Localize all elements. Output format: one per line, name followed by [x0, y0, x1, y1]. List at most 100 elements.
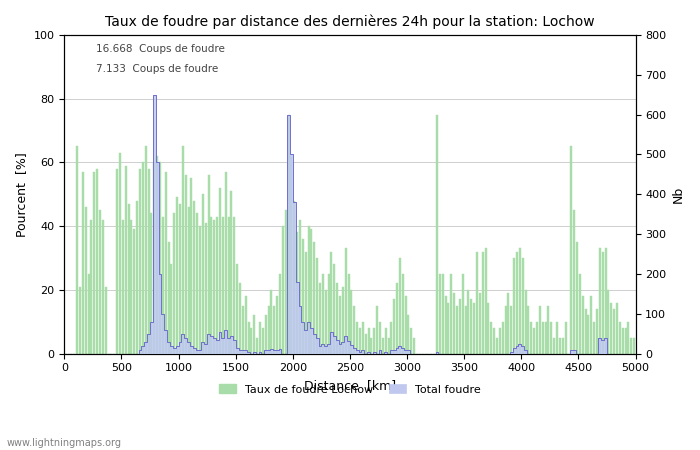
Bar — [328, 274, 330, 354]
Bar — [153, 162, 155, 354]
Bar — [613, 309, 615, 354]
Bar — [473, 302, 475, 354]
Bar — [399, 258, 401, 354]
Bar — [502, 322, 504, 354]
Bar — [207, 175, 209, 354]
Bar — [413, 338, 415, 354]
Bar — [164, 172, 167, 354]
Bar — [93, 172, 95, 354]
Bar — [496, 338, 498, 354]
Bar — [179, 204, 181, 354]
Bar — [330, 252, 332, 354]
Bar — [482, 252, 484, 354]
Bar — [584, 309, 587, 354]
Bar — [436, 115, 438, 354]
Bar — [196, 213, 198, 354]
Bar — [333, 264, 335, 354]
Bar — [462, 274, 464, 354]
Bar — [388, 338, 389, 354]
Bar — [370, 338, 372, 354]
Bar — [359, 328, 361, 354]
Bar — [362, 322, 364, 354]
Bar — [396, 284, 398, 354]
Bar — [444, 296, 447, 354]
Bar — [88, 274, 90, 354]
Bar — [634, 338, 635, 354]
Bar — [193, 201, 195, 354]
Bar — [582, 296, 584, 354]
Bar — [313, 242, 315, 354]
Bar — [199, 226, 201, 354]
Bar — [470, 299, 473, 354]
Bar — [450, 274, 452, 354]
Bar — [610, 302, 612, 354]
Bar — [76, 146, 78, 354]
Bar — [622, 328, 624, 354]
Bar — [407, 315, 410, 354]
Bar — [310, 230, 312, 354]
Bar — [188, 207, 190, 354]
Bar — [531, 322, 532, 354]
Bar — [342, 287, 344, 354]
Bar — [182, 146, 184, 354]
Bar — [539, 306, 541, 354]
Bar — [265, 315, 267, 354]
Bar — [102, 220, 104, 354]
X-axis label: Distance  [km]: Distance [km] — [304, 379, 396, 392]
Bar — [505, 306, 507, 354]
Bar — [267, 306, 270, 354]
Bar — [545, 322, 547, 354]
Bar — [365, 334, 367, 354]
Bar — [296, 233, 298, 354]
Bar — [216, 216, 218, 354]
Bar — [376, 306, 378, 354]
Bar — [139, 169, 141, 354]
Bar — [290, 156, 293, 354]
Bar — [170, 264, 172, 354]
Bar — [239, 284, 241, 354]
Bar — [593, 322, 595, 354]
Bar — [579, 274, 581, 354]
Bar — [354, 306, 355, 354]
Bar — [344, 248, 346, 354]
Bar — [256, 338, 258, 354]
Bar — [391, 322, 393, 354]
Bar — [559, 338, 561, 354]
Bar — [259, 322, 261, 354]
Bar — [556, 322, 558, 354]
Bar — [339, 296, 341, 354]
Title: Taux de foudre par distance des dernières 24h pour la station: Lochow: Taux de foudre par distance des dernière… — [105, 15, 595, 30]
Bar — [596, 309, 598, 354]
Bar — [174, 213, 175, 354]
Bar — [270, 290, 272, 354]
Bar — [136, 201, 138, 354]
Bar — [510, 306, 512, 354]
Bar — [90, 220, 92, 354]
Bar — [293, 201, 295, 354]
Bar — [185, 175, 187, 354]
Bar — [99, 210, 101, 354]
Bar — [402, 274, 404, 354]
Bar — [368, 328, 370, 354]
Bar — [459, 299, 461, 354]
Bar — [630, 338, 632, 354]
Bar — [262, 328, 264, 354]
Bar — [248, 322, 249, 354]
Text: 16.668  Coups de foudre: 16.668 Coups de foudre — [96, 45, 225, 54]
Bar — [190, 178, 192, 354]
Bar — [204, 223, 206, 354]
Bar — [202, 194, 204, 354]
Bar — [519, 248, 521, 354]
Bar — [304, 252, 307, 354]
Bar — [176, 198, 178, 354]
Bar — [565, 322, 566, 354]
Legend: Taux de foudre Lochow, Total foudre: Taux de foudre Lochow, Total foudre — [215, 380, 485, 399]
Bar — [273, 306, 275, 354]
Bar — [245, 296, 246, 354]
Bar — [356, 322, 358, 354]
Bar — [573, 210, 575, 354]
Bar — [288, 115, 290, 354]
Bar — [225, 172, 227, 354]
Bar — [133, 230, 135, 354]
Bar — [382, 338, 384, 354]
